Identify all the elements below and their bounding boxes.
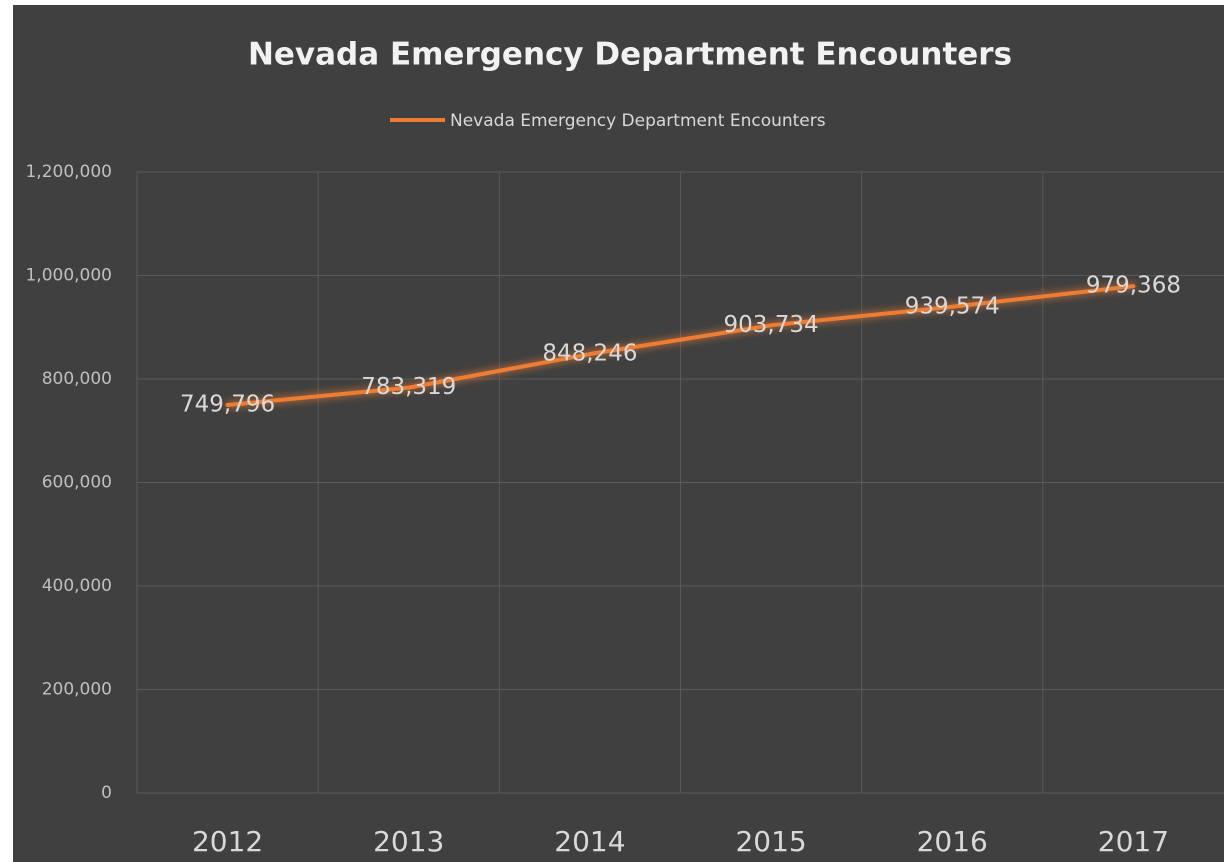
chart-background bbox=[13, 5, 1224, 862]
x-tick-label: 2016 bbox=[917, 825, 988, 858]
data-label: 848,246 bbox=[542, 341, 637, 367]
y-tick-label: 600,000 bbox=[42, 473, 112, 493]
x-tick-label: 2013 bbox=[373, 825, 444, 858]
y-tick-label: 200,000 bbox=[42, 680, 112, 700]
y-tick-label: 0 bbox=[101, 783, 112, 803]
data-label: 783,319 bbox=[361, 374, 456, 400]
y-tick-label: 800,000 bbox=[42, 369, 112, 389]
x-tick-label: 2014 bbox=[554, 825, 625, 858]
x-tick-label: 2017 bbox=[1098, 825, 1169, 858]
x-tick-label: 2012 bbox=[192, 825, 263, 858]
y-tick-label: 1,000,000 bbox=[25, 266, 112, 286]
y-tick-label: 1,200,000 bbox=[25, 162, 112, 182]
data-label: 939,574 bbox=[905, 293, 1000, 319]
y-tick-label: 400,000 bbox=[42, 576, 112, 596]
line bbox=[225, 284, 1136, 407]
chart-title: Nevada Emergency Department Encounters bbox=[248, 37, 1012, 73]
legend-label: Nevada Emergency Department Encounters bbox=[450, 111, 826, 131]
data-label: 903,734 bbox=[724, 312, 819, 338]
data-label: 749,796 bbox=[180, 391, 275, 417]
x-tick-label: 2015 bbox=[735, 825, 806, 858]
data-label: 979,368 bbox=[1086, 273, 1181, 299]
